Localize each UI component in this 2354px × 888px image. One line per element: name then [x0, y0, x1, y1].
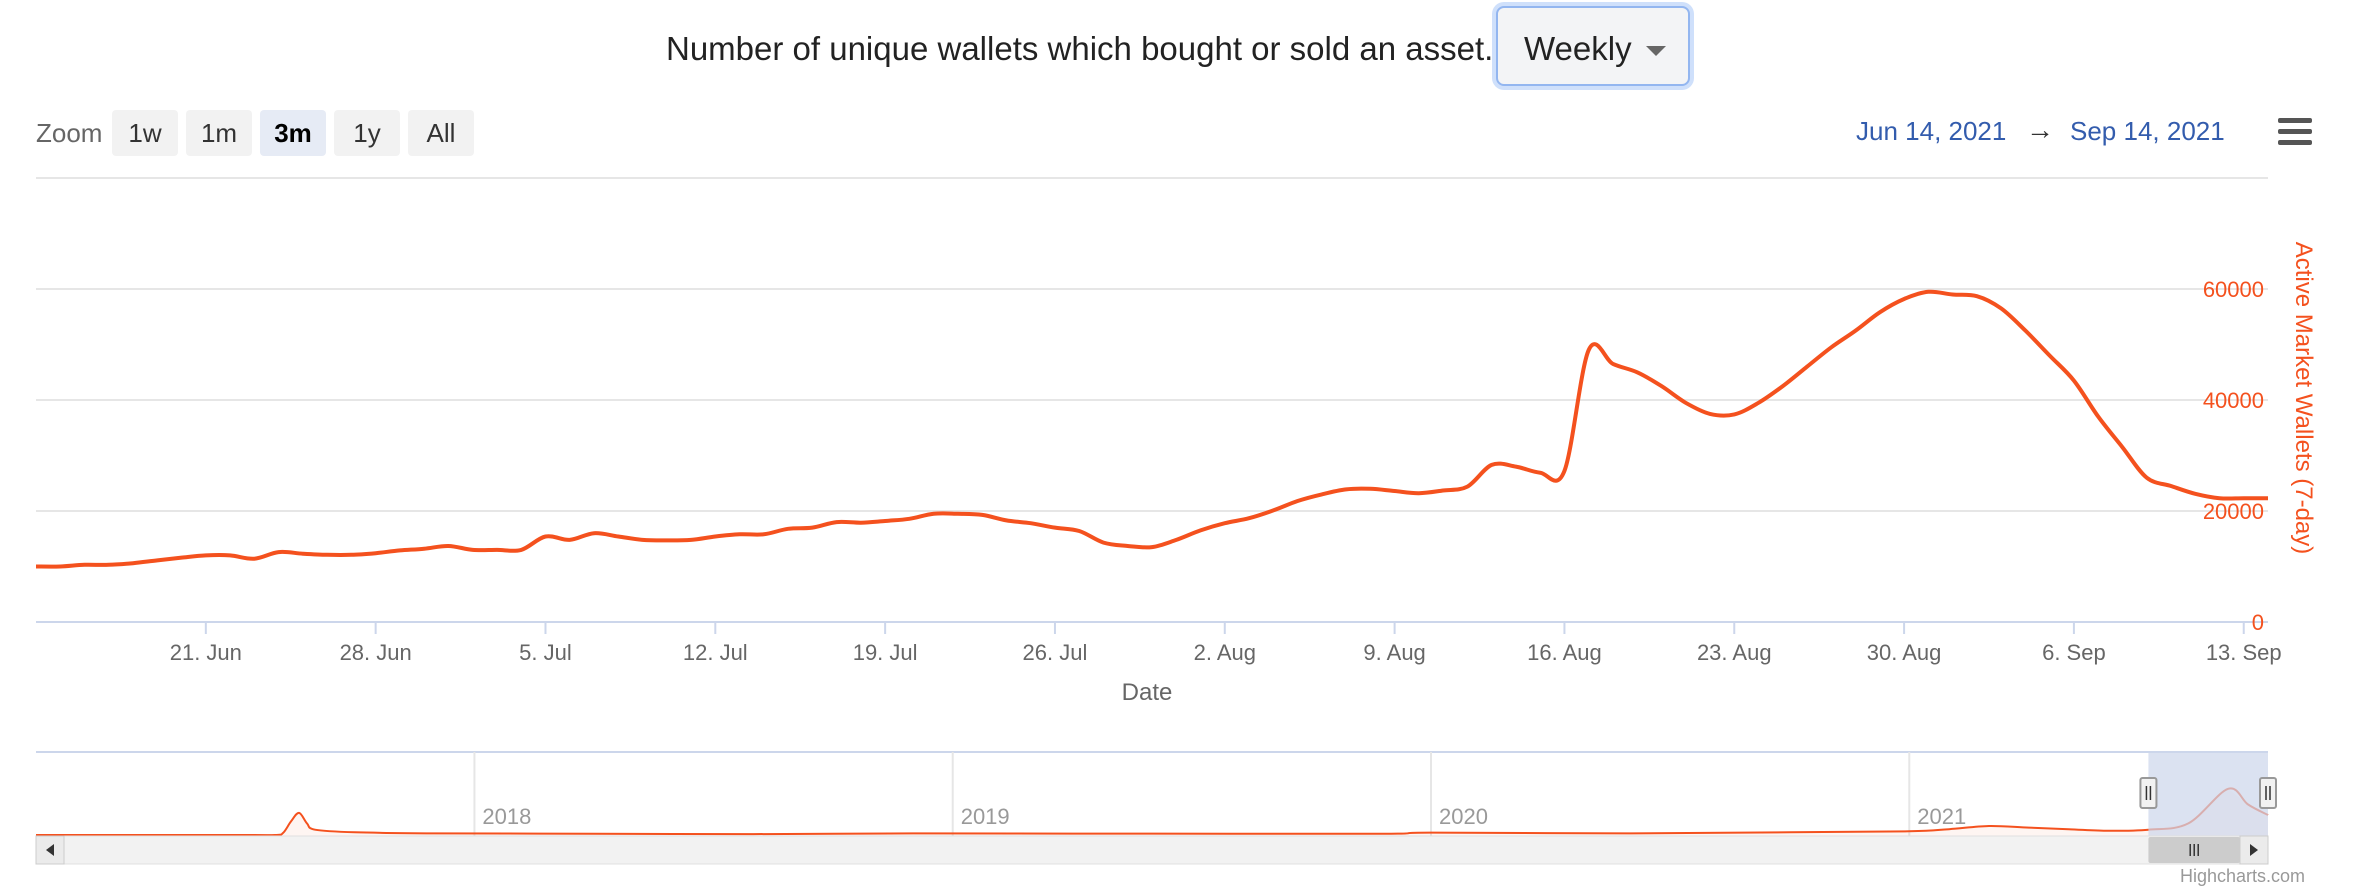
- x-tick-label: 19. Jul: [853, 640, 918, 665]
- header: Number of unique wallets which bought or…: [0, 0, 2354, 100]
- zoom-label: Zoom: [36, 118, 103, 148]
- zoom-1w-button[interactable]: 1w: [112, 110, 178, 156]
- navigator[interactable]: 2018 2019 2020 2021: [35, 751, 2277, 865]
- navigator-area: [36, 788, 2268, 836]
- period-select[interactable]: Weekly: [1496, 6, 1690, 86]
- x-tick-label: 26. Jul: [1023, 640, 1088, 665]
- credit-link[interactable]: Highcharts.com: [2180, 866, 2306, 886]
- x-tick-label: 28. Jun: [340, 640, 412, 665]
- x-tick-label: 21. Jun: [170, 640, 242, 665]
- series-line: [35, 289, 2268, 569]
- zoom-all-button[interactable]: All: [408, 110, 474, 156]
- y-tick-label: 60000: [2203, 277, 2264, 302]
- x-tick-label: 5. Jul: [519, 640, 572, 665]
- x-tick-label: 23. Aug: [1697, 640, 1772, 665]
- zoom-1m-button[interactable]: 1m: [186, 110, 252, 156]
- y-axis-title: Active Market Wallets (7-day): [2290, 242, 2317, 555]
- navigator-series-line: [35, 787, 2269, 837]
- x-tick-label: 2. Aug: [1194, 640, 1256, 665]
- chevron-down-icon: [1646, 46, 1666, 56]
- chart-description: Number of unique wallets which bought or…: [666, 30, 1494, 67]
- chevron-left-icon: [46, 844, 54, 856]
- range-to-input[interactable]: Sep 14, 2021: [2070, 116, 2225, 146]
- x-tick-label: 9. Aug: [1363, 640, 1425, 665]
- y-tick-label: 0: [2252, 610, 2264, 635]
- period-select-value: Weekly: [1524, 30, 1632, 67]
- x-tick-label: 13. Sep: [2206, 640, 2282, 665]
- range-arrow-icon: →: [2026, 114, 2054, 145]
- navigator-year-label: 2018: [482, 804, 531, 829]
- navigator-year-label: 2021: [1917, 804, 1966, 829]
- x-tick-label: 6. Sep: [2042, 640, 2106, 665]
- navigator-year-label: 2019: [961, 804, 1010, 829]
- navigator-selection-mask: [2148, 752, 2268, 836]
- navigator-year-label: 2020: [1439, 804, 1488, 829]
- zoom-3m-button[interactable]: 3m: [260, 110, 326, 156]
- hamburger-menu-icon[interactable]: [2278, 118, 2312, 148]
- y-tick-label: 20000: [2203, 499, 2264, 524]
- range-from-input[interactable]: Jun 14, 2021: [1856, 116, 2007, 146]
- x-tick-label: 30. Aug: [1867, 640, 1942, 665]
- zoom-1y-button[interactable]: 1y: [334, 110, 400, 156]
- chevron-right-icon: [2250, 844, 2258, 856]
- scrollbar-track: [35, 835, 2269, 865]
- navigator-handle: [2259, 777, 2277, 809]
- x-axis-title: Date: [1122, 679, 1173, 706]
- y-tick-label: 40000: [2203, 388, 2264, 413]
- navigator-handle: [2139, 777, 2158, 809]
- x-tick-label: 16. Aug: [1527, 640, 1602, 665]
- x-tick-label: 12. Jul: [683, 640, 748, 665]
